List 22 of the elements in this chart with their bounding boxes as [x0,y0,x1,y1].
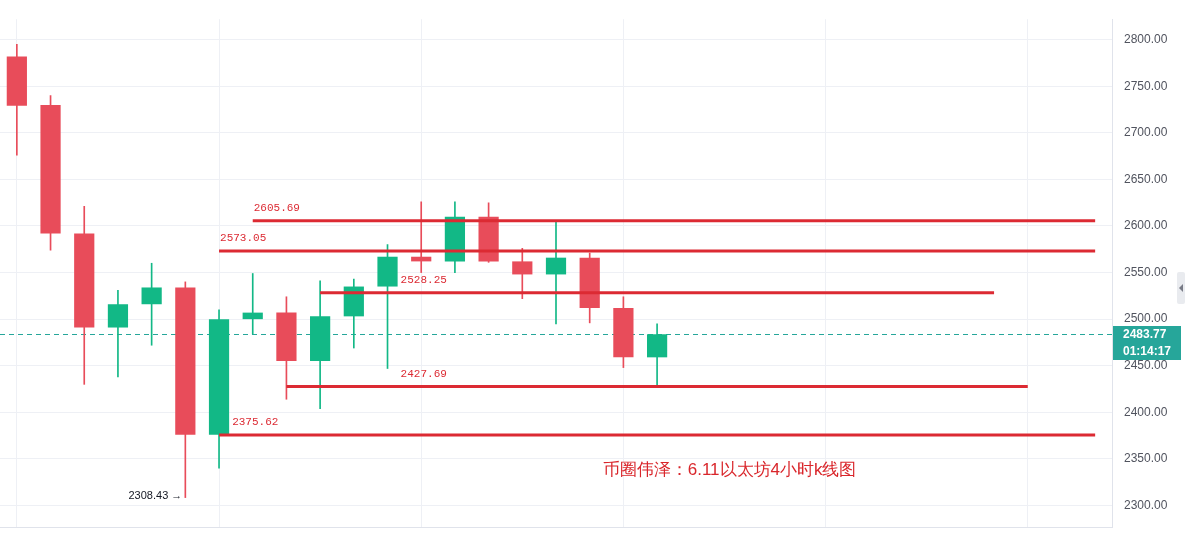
series-label: 2605.69 [253,201,300,214]
y-tick-label: 2300.00 [1124,497,1168,512]
candlestick [545,221,567,325]
y-tick-label: 2350.00 [1124,451,1168,466]
text: 01:14:17 [1123,343,1172,358]
annotation: 2308.43 → [128,488,183,501]
y-tick-label: 2450.00 [1124,358,1168,373]
y-tick-label: 2600.00 [1124,218,1168,233]
y-tick-label: 2700.00 [1124,125,1168,140]
y-tick-label: 2800.00 [1124,32,1168,47]
y-tick-label: 2550.00 [1124,264,1168,279]
annotation: 币圈伟泽：6.11以太坊4小时k线图 [602,459,857,479]
series-label: 2573.05 [220,232,267,245]
ref-line-label: 2483.77 [1123,326,1167,341]
series-label: 2528.25 [400,273,447,286]
y-tick-label: 2650.00 [1124,171,1168,186]
series-label: 2375.62 [232,416,279,428]
y-tick-label: 2400.00 [1124,404,1168,419]
y-tick-label: 2750.00 [1124,78,1168,93]
series-label: 2427.69 [400,367,447,380]
candlestick [242,273,263,335]
y-tick-label: 2500.00 [1124,311,1168,326]
